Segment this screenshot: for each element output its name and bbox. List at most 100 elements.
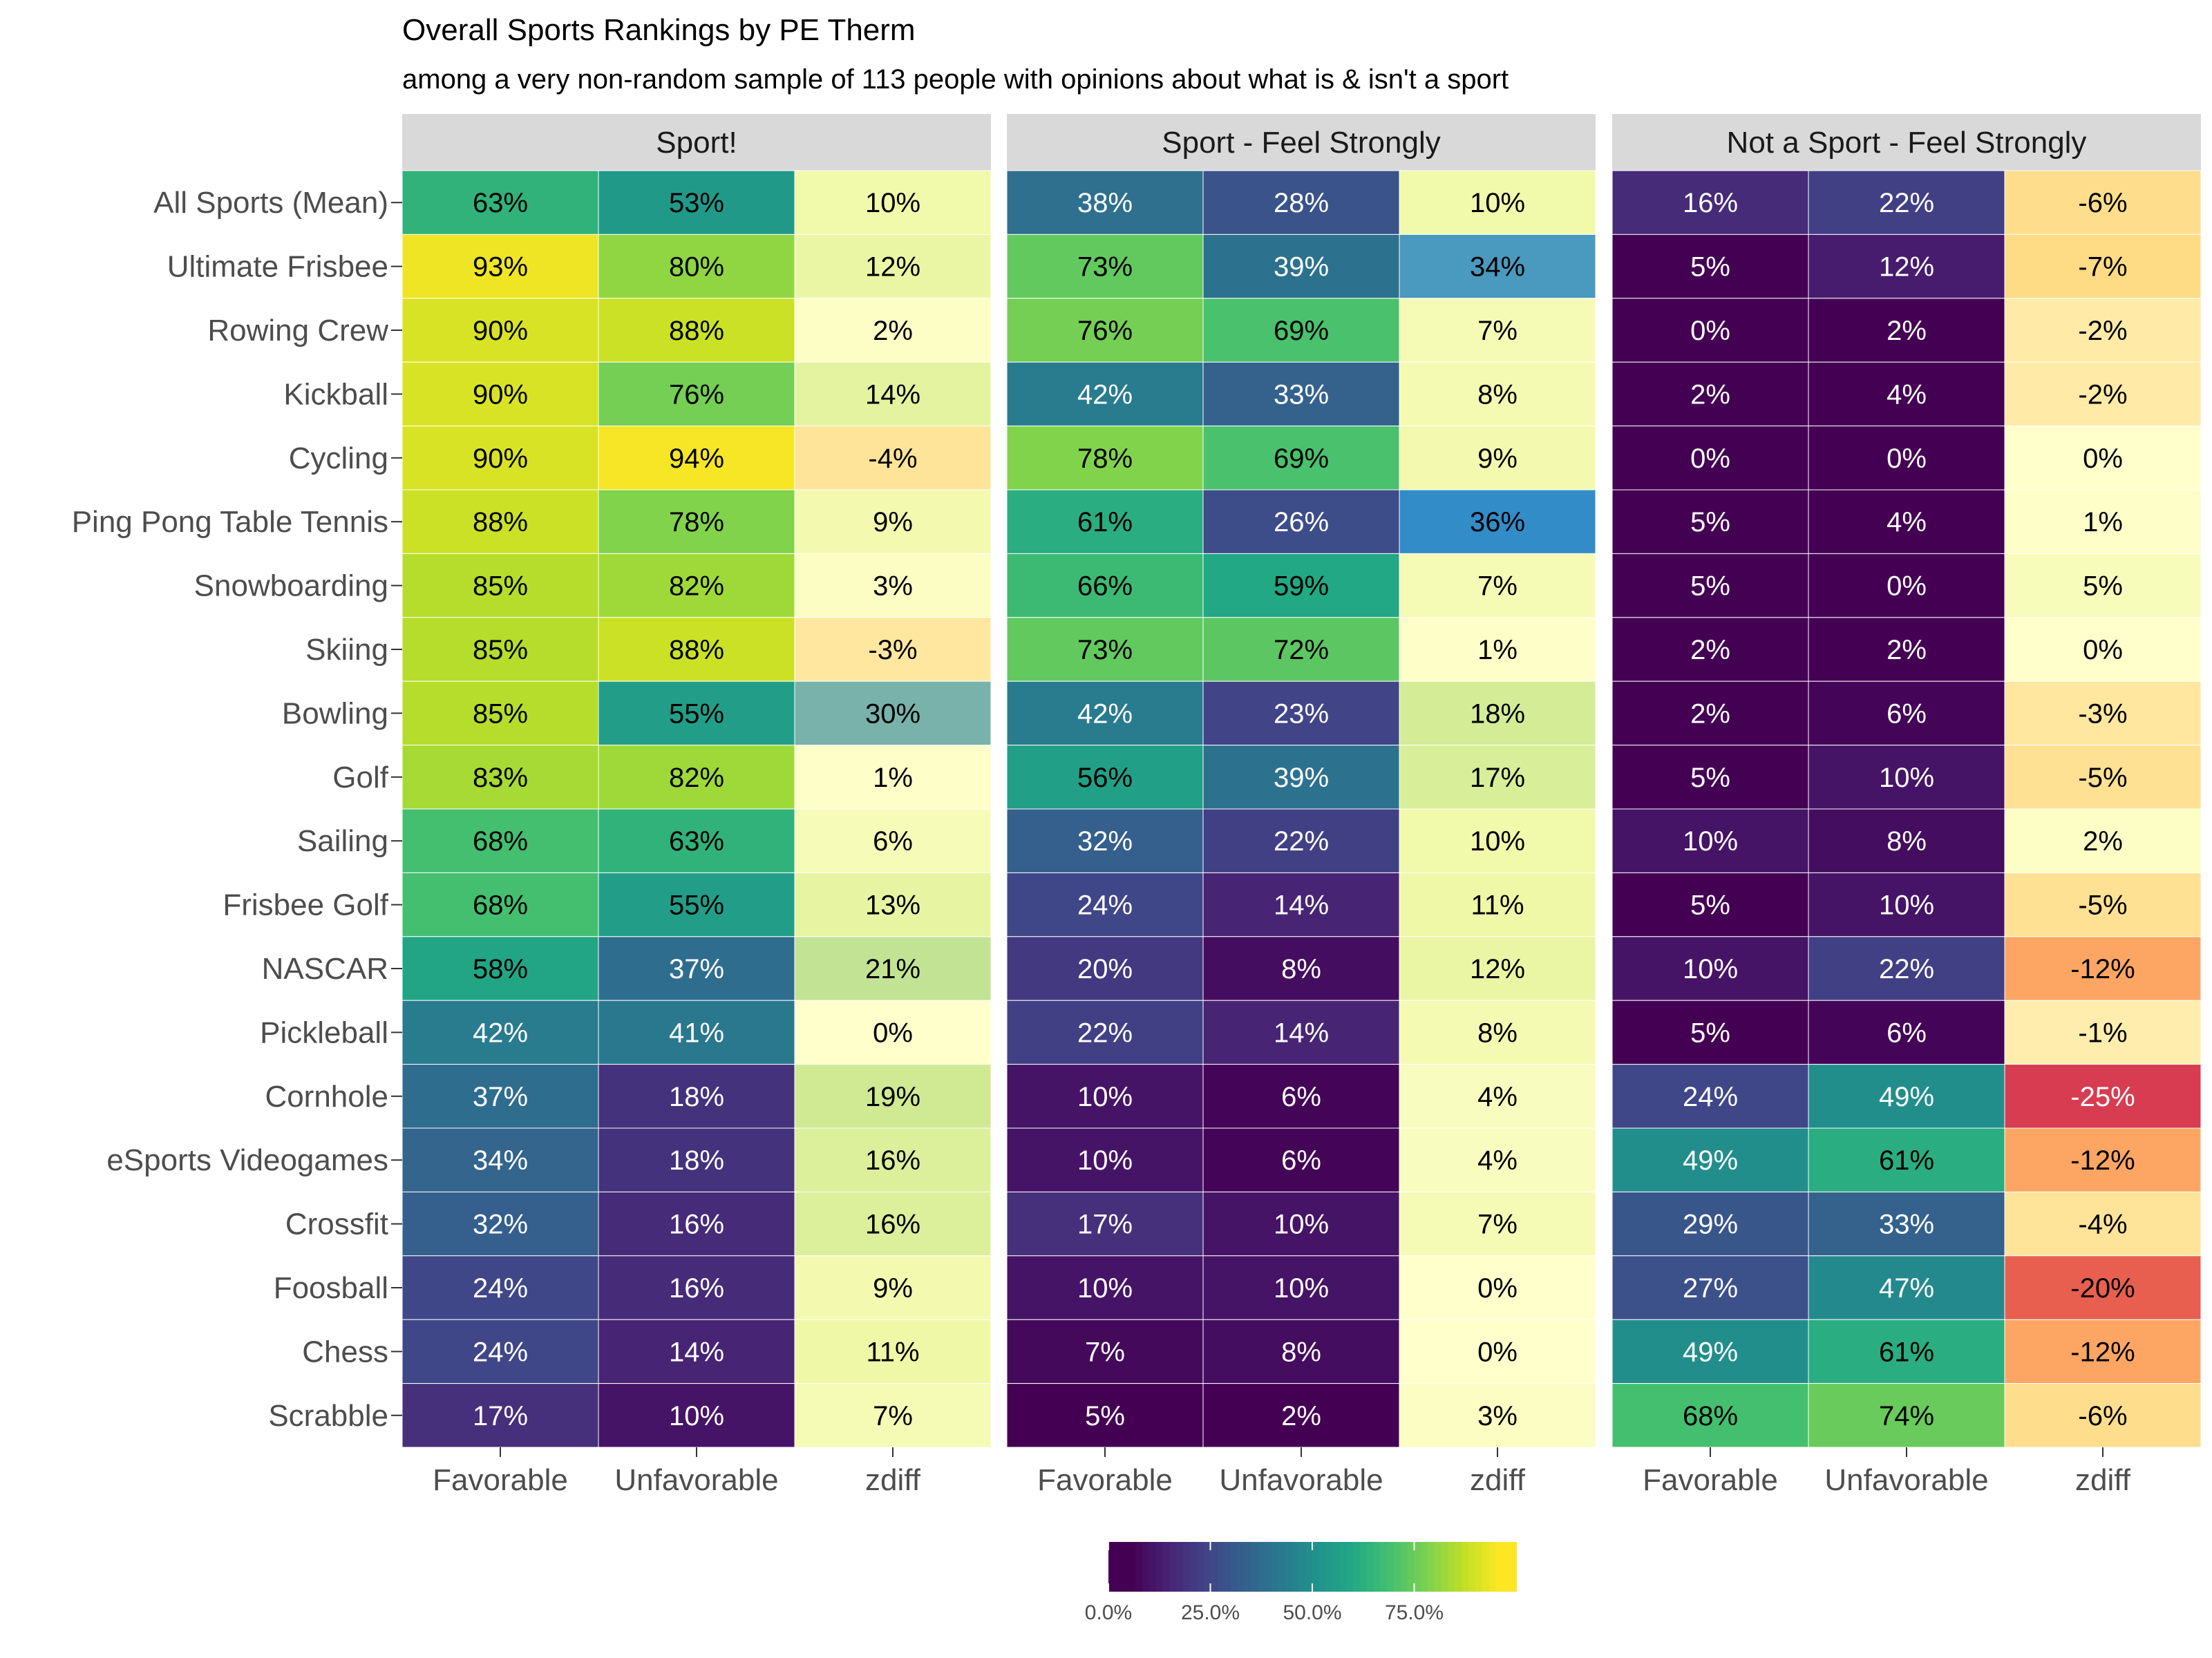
cell-value-label: 6% [1887, 698, 1927, 729]
heatmap-cell [401, 680, 599, 746]
heatmap-cell [1006, 553, 1204, 618]
heatmap-cell [1399, 489, 1596, 554]
heatmap-cell [1202, 1383, 1400, 1448]
cell-value-label: 37% [669, 954, 724, 984]
heatmap-cell [598, 361, 795, 427]
heatmap-cell [1399, 1064, 1596, 1129]
cell-value-label: 7% [1477, 1210, 1518, 1240]
cell-value-label: 32% [473, 1210, 528, 1240]
heatmap-cell [401, 1127, 599, 1192]
heatmap-cell [1611, 936, 1809, 1001]
cell-value-label: 41% [669, 1018, 724, 1048]
cell-value-label: 9% [873, 507, 913, 537]
colorbar-segment [1509, 1542, 1517, 1592]
colorbar-segment [1346, 1542, 1354, 1592]
heatmap-cell [401, 745, 599, 810]
row-label: Cycling [289, 441, 388, 475]
colorbar-segment [1265, 1542, 1272, 1592]
heatmap-cell [401, 1191, 599, 1257]
cell-value-label: 4% [1477, 1082, 1518, 1112]
heatmap-cell [1808, 298, 2005, 363]
cell-value-label: 13% [865, 890, 920, 921]
cell-value-label: 88% [473, 507, 528, 537]
cell-value-label: 4% [1887, 379, 1927, 410]
cell-value-label: 61% [1879, 1337, 1934, 1367]
cell-value-label: 42% [1077, 698, 1133, 729]
cell-value-label: 88% [669, 316, 724, 346]
colorbar-segment [1278, 1542, 1286, 1592]
cell-value-label: 19% [865, 1082, 920, 1112]
heatmap-cell [1006, 1255, 1204, 1320]
colorbar-segment [1122, 1542, 1130, 1592]
cell-value-label: 3% [873, 571, 913, 602]
heatmap-cell [1399, 1127, 1596, 1192]
colorbar-segment [1155, 1542, 1164, 1592]
cell-value-label: -6% [2078, 188, 2127, 218]
heatmap-cell [1202, 553, 1400, 618]
cell-value-label: 90% [473, 444, 528, 474]
colorbar-segment [1183, 1542, 1191, 1592]
row-label: Sailing [297, 824, 388, 858]
cell-value-label: 7% [1085, 1337, 1125, 1367]
cell-value-label: 0% [2083, 635, 2123, 665]
cell-value-label: 16% [865, 1145, 920, 1176]
colorbar-tick-label: 25.0% [1181, 1601, 1240, 1624]
cell-value-label: 85% [473, 571, 528, 602]
heatmap-cell [794, 1383, 992, 1448]
panel-strip-background [402, 114, 991, 171]
cell-value-label: 2% [1690, 379, 1730, 410]
heatmap-cell [598, 680, 795, 746]
heatmap-cell [1202, 617, 1400, 682]
cell-value-label: -25% [2070, 1082, 2135, 1112]
cell-value-label: 33% [1879, 1210, 1934, 1240]
row-label: All Sports (Mean) [153, 186, 388, 220]
colorbar-segment [1428, 1542, 1435, 1592]
cell-value-label: 22% [1879, 954, 1934, 984]
heatmap-cell [401, 1319, 599, 1384]
cell-value-label: 23% [1274, 698, 1329, 729]
cell-value-label: 2% [1281, 1401, 1321, 1431]
cell-value-label: 9% [1477, 444, 1518, 474]
heatmap-cell [1808, 361, 2005, 427]
cell-value-label: 55% [669, 698, 724, 729]
heatmap-cell [794, 234, 992, 299]
cell-value-label: 49% [1683, 1145, 1738, 1176]
cell-value-label: 21% [865, 954, 920, 984]
panel-strip-label: Sport! [656, 126, 737, 160]
cell-value-label: 82% [669, 571, 724, 602]
heatmap-cell [401, 553, 599, 618]
heatmap-cell [1202, 936, 1400, 1001]
row-label: Golf [332, 761, 388, 794]
colorbar-segment [1448, 1542, 1456, 1592]
heatmap-cell [401, 872, 599, 937]
cell-value-label: -12% [2070, 1337, 2135, 1367]
cell-value-label: 73% [1077, 252, 1133, 283]
cell-value-label: 10% [1077, 1082, 1133, 1112]
cell-value-label: 7% [1477, 316, 1518, 346]
heatmap-cell [1202, 808, 1400, 873]
colorbar-segment [1135, 1542, 1144, 1592]
cell-value-label: 74% [1879, 1401, 1934, 1431]
heatmap-cell [1202, 872, 1400, 937]
heatmap-cell [1202, 489, 1400, 554]
heatmap-cell [1611, 617, 1809, 682]
cell-value-label: 16% [865, 1210, 920, 1240]
row-label: Snowboarding [194, 569, 388, 603]
cell-value-label: -12% [2070, 954, 2135, 984]
colorbar-segment [1353, 1542, 1361, 1592]
heatmap-cell [1611, 808, 1809, 873]
colorbar-legend: 0.0% 25.0% 50.0% 75.0% [1085, 1542, 1517, 1624]
heatmap-cell [1399, 808, 1596, 873]
cell-value-label: 6% [1887, 1018, 1927, 1048]
cell-value-label: 5% [1690, 890, 1730, 921]
colorbar-segment [1366, 1542, 1374, 1592]
heatmap-cell [1202, 1064, 1400, 1129]
heatmap-cell [598, 234, 795, 299]
heatmap-cell [598, 426, 795, 490]
row-label: Foosball [274, 1271, 388, 1305]
cell-value-label: 26% [1274, 507, 1329, 537]
cell-value-label: 80% [669, 252, 724, 283]
column-label: zdiff [1470, 1463, 1526, 1497]
cell-value-label: 22% [1879, 188, 1934, 218]
heatmap-cell [1202, 1000, 1400, 1065]
